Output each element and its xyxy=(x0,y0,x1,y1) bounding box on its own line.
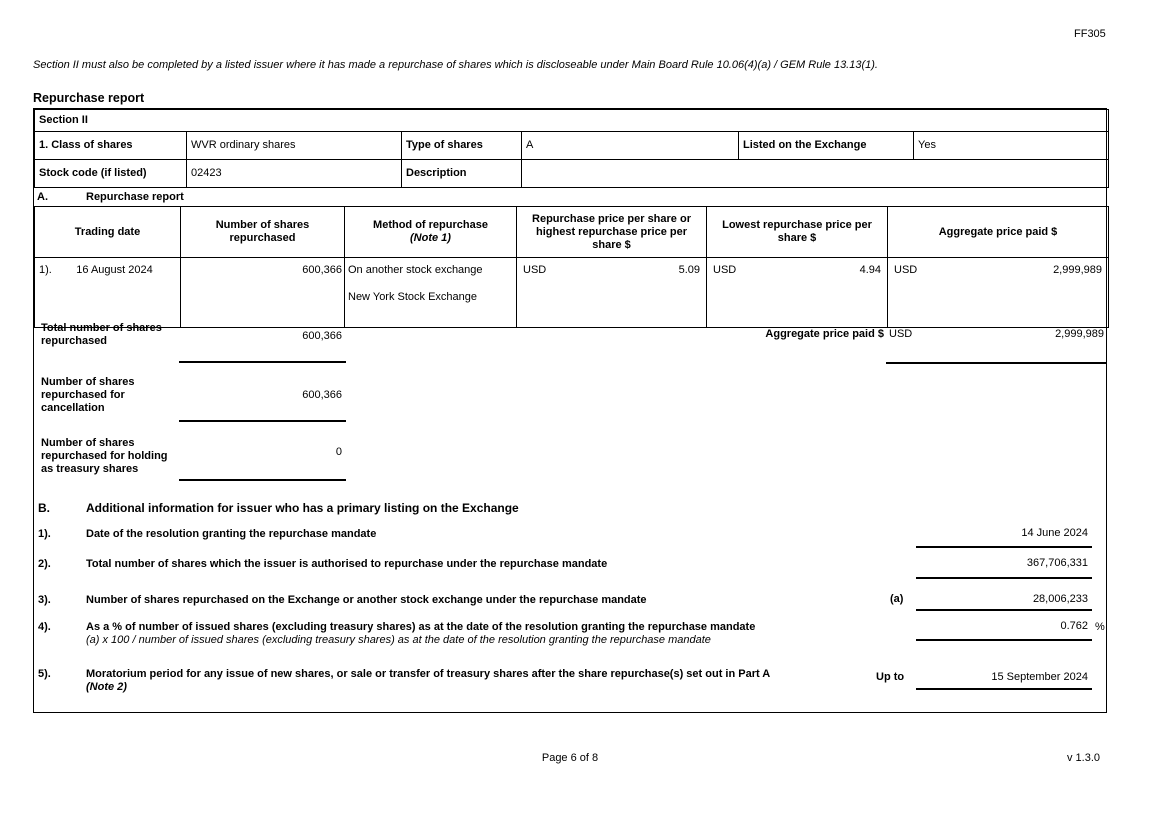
item5-label: Moratorium period for any issue of new s… xyxy=(86,668,771,680)
item3-number: 3). xyxy=(38,594,51,606)
type-of-shares-value: A xyxy=(521,131,739,160)
class-of-shares-label: 1. Class of shares xyxy=(34,131,187,160)
version-label: v 1.3.0 xyxy=(1066,752,1100,764)
trading-date-cell: 1). 16 August 2024 xyxy=(34,257,181,328)
item1-number: 1). xyxy=(38,528,51,540)
aggregate-paid-value: 2,999,989 xyxy=(1055,328,1104,340)
item3-ref-a: (a) xyxy=(890,593,904,605)
page-number: Page 6 of 8 xyxy=(541,752,599,764)
item1-underline xyxy=(916,546,1092,548)
item3-underline xyxy=(916,609,1092,611)
method-line2: New York Stock Exchange xyxy=(348,291,478,303)
aggregate-currency: USD xyxy=(894,264,918,276)
item4-number: 4). xyxy=(38,621,51,633)
item2-number: 2). xyxy=(38,558,51,570)
cancellation-label: Number of shares repurchased for cancell… xyxy=(41,376,135,414)
item2-underline xyxy=(916,577,1092,579)
aggregate-paid-currency: USD xyxy=(889,328,913,340)
item5-value: 15 September 2024 xyxy=(991,671,1088,683)
cancellation-value: 600,366 xyxy=(302,389,342,401)
item4-value: 0.762 xyxy=(1060,620,1088,632)
type-of-shares-label: Type of shares xyxy=(401,131,522,160)
price-low-cell: USD 4.94 xyxy=(706,257,888,328)
treasury-value: 0 xyxy=(335,446,342,458)
listed-on-exchange-label: Listed on the Exchange xyxy=(738,131,914,160)
share-class-table: Section II 1. Class of shares WVR ordina… xyxy=(33,109,1110,188)
item4-formula: (a) x 100 / number of issued shares (exc… xyxy=(86,634,711,646)
aggregate-value: 2,999,989 xyxy=(1053,264,1102,276)
item5-note: (Note 2) xyxy=(86,681,127,693)
sectionB-id: B. xyxy=(38,501,50,515)
item4-underline xyxy=(916,639,1092,641)
section2-header: Section II xyxy=(33,109,1110,132)
price-high-cell: USD 5.09 xyxy=(516,257,707,328)
repurchase-table: Trading date Number of shares repurchase… xyxy=(34,206,1109,328)
col-shares-repurchased: Number of shares repurchased xyxy=(180,206,345,258)
aggregate-paid-underline xyxy=(886,362,1106,364)
price-high-currency: USD xyxy=(523,264,547,276)
page-title: Repurchase report xyxy=(33,91,145,105)
row-number: 1). xyxy=(39,264,52,276)
sectionA-heading: A. Repurchase report xyxy=(34,188,1106,206)
price-high-value: 5.09 xyxy=(678,264,700,276)
col-price-low: Lowest repurchase price per share $ xyxy=(706,206,888,258)
aggregate-paid-label: Aggregate price paid $ xyxy=(765,328,884,340)
col-method-note: (Note 1) xyxy=(410,232,451,244)
aggregate-cell: USD 2,999,989 xyxy=(887,257,1109,328)
sectionB-title: Additional information for issuer who ha… xyxy=(86,501,519,515)
item3-label: Number of shares repurchased on the Exch… xyxy=(86,594,647,606)
col-method: Method of repurchase (Note 1) xyxy=(344,206,517,258)
item5-number: 5). xyxy=(38,668,51,680)
sectionA-title: Repurchase report xyxy=(86,191,184,203)
stock-code-value: 02423 xyxy=(186,159,402,188)
item5-underline xyxy=(916,688,1092,690)
form-body: Section II 1. Class of shares WVR ordina… xyxy=(33,108,1110,713)
trading-date-value: 16 August 2024 xyxy=(76,264,153,276)
item2-value: 367,706,331 xyxy=(1026,557,1088,569)
total-shares-label: Total number of shares repurchased xyxy=(41,322,162,347)
table-row: 1). 16 August 2024 600,366 On another st… xyxy=(34,257,1109,328)
item4-percent-sign: % xyxy=(1095,621,1105,633)
treasury-underline xyxy=(179,479,346,481)
method-cell: On another stock exchange New York Stock… xyxy=(344,257,517,328)
total-shares-value: 600,366 xyxy=(302,330,342,342)
description-label: Description xyxy=(401,159,522,188)
class-of-shares-value: WVR ordinary shares xyxy=(186,131,402,160)
listed-on-exchange-value: Yes xyxy=(912,131,1110,160)
treasury-label: Number of shares repurchased for holding… xyxy=(41,437,168,475)
intro-note: Section II must also be completed by a l… xyxy=(33,59,878,71)
item1-label: Date of the resolution granting the repu… xyxy=(86,528,377,540)
item4-label: As a % of number of issued shares (exclu… xyxy=(86,621,756,633)
price-low-currency: USD xyxy=(713,264,737,276)
item1-value: 14 June 2024 xyxy=(1021,527,1088,539)
cancellation-underline xyxy=(179,420,346,422)
item5-up-to-label: Up to xyxy=(876,671,905,683)
item3-value: 28,006,233 xyxy=(1032,593,1088,605)
stock-code-label: Stock code (if listed) xyxy=(34,159,187,188)
sectionA-id: A. xyxy=(37,191,48,203)
total-shares-underline xyxy=(179,361,346,363)
col-aggregate: Aggregate price paid $ xyxy=(887,206,1109,258)
col-trading-date: Trading date xyxy=(34,206,181,258)
method-line1: On another stock exchange xyxy=(348,264,483,276)
item2-label: Total number of shares which the issuer … xyxy=(86,558,608,570)
description-value xyxy=(520,159,1110,188)
price-low-value: 4.94 xyxy=(859,264,881,276)
shares-repurchased-cell: 600,366 xyxy=(180,257,345,328)
col-price-high: Repurchase price per share or highest re… xyxy=(516,206,707,258)
form-code: FF305 xyxy=(1074,28,1106,40)
